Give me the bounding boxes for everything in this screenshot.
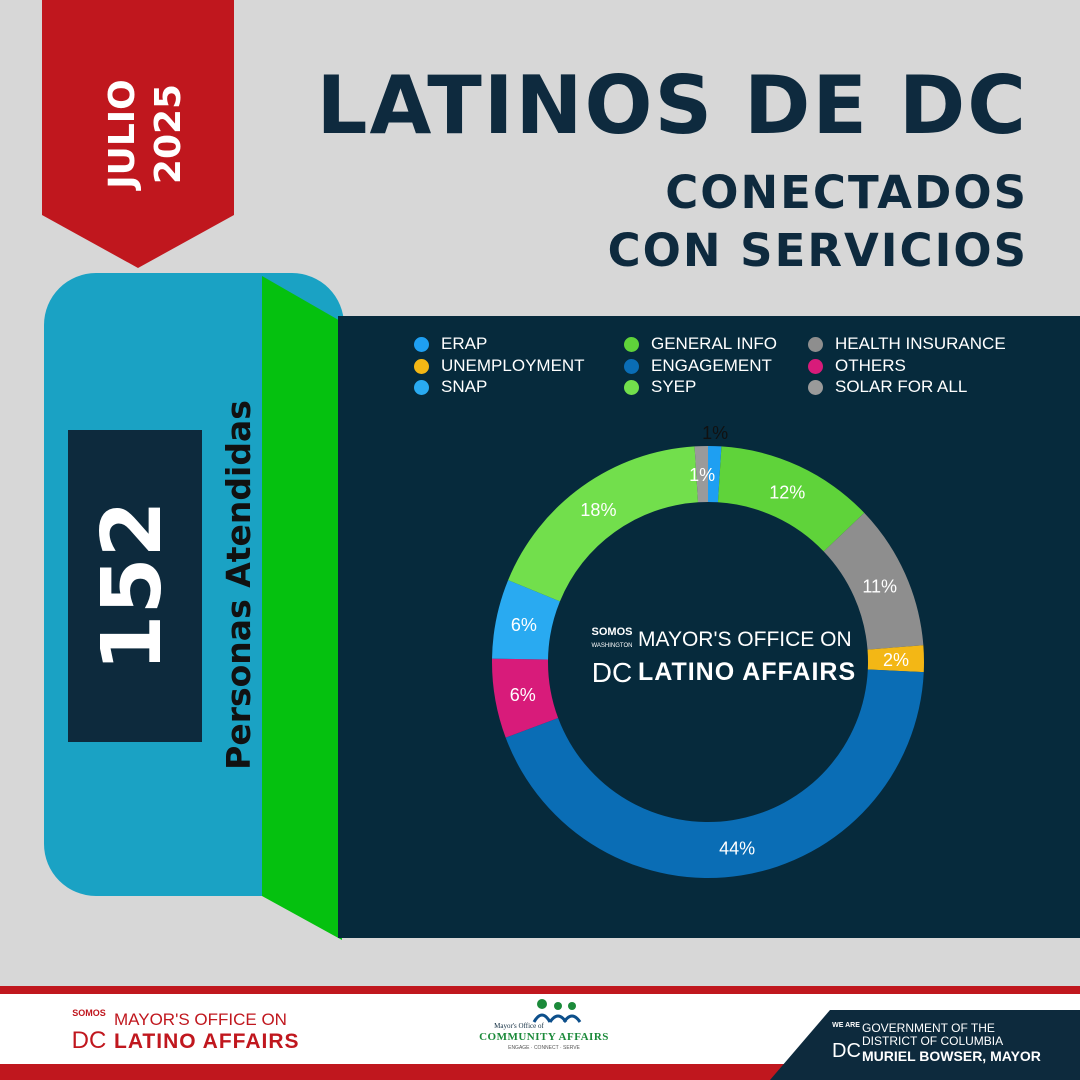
year-label: 2025	[148, 84, 189, 184]
count-number: 152	[85, 500, 180, 671]
donut-slice-unemployment	[867, 645, 924, 673]
legend-item-erap: ERAP	[414, 334, 487, 354]
legend-label: ENGAGEMENT	[651, 356, 772, 375]
footer-gov-logo: WE ARE DC GOVERNMENT OF THE DISTRICT OF …	[832, 1020, 1072, 1068]
legend-dot	[624, 379, 639, 395]
legend-dot	[808, 336, 823, 352]
legend-item-unemployment: UNEMPLOYMENT	[414, 356, 585, 376]
footer-gov-line2: DISTRICT OF COLUMBIA	[862, 1034, 1004, 1048]
date-ribbon	[42, 0, 234, 268]
donut-label-health-insurance: 11%	[862, 576, 897, 596]
donut-label-others: 6%	[510, 685, 536, 705]
donut-label-erap: 1%	[702, 423, 728, 443]
donut-label-solar-for-all: 1%	[689, 465, 715, 485]
legend-item-syep: SYEP	[624, 377, 696, 397]
legend-dot	[414, 336, 429, 352]
legend-item-solar-for-all: SOLAR FOR ALL	[808, 377, 967, 397]
donut-slice-syep	[508, 446, 699, 602]
date-label: JULIO 2025	[102, 79, 189, 192]
footer-gov-line1: GOVERNMENT OF THE	[862, 1021, 995, 1035]
donut-label-engagement: 44%	[719, 839, 755, 859]
donut-slice-engagement	[505, 669, 924, 878]
donut-slice-solar-for-all	[694, 446, 708, 503]
footer-molo-line2: LATINO AFFAIRS	[114, 1030, 300, 1053]
donut-chart: 1% 12% 11% 2% 44% 6% 6% 18% 1%	[492, 423, 924, 878]
donut-label-syep: 18%	[580, 500, 616, 520]
legend-dot	[414, 358, 429, 374]
people-icon	[532, 999, 582, 1023]
center-logo-line2: LATINO AFFAIRS	[638, 658, 857, 686]
legend-dot	[808, 379, 823, 395]
donut-slice-snap	[492, 580, 560, 660]
legend-item-health-insurance: HEALTH INSURANCE	[808, 334, 1006, 354]
donut-slice-others	[492, 658, 559, 738]
legend-dot	[808, 358, 823, 374]
dc-mark: DC	[71, 1027, 107, 1054]
footer-moca-logo: Mayor's Office of COMMUNITY AFFAIRS ENGA…	[474, 998, 614, 1058]
donut-label-general-info: 12%	[769, 483, 805, 503]
legend-item-general-info: GENERAL INFO	[624, 334, 777, 354]
donut-slice-erap	[708, 446, 722, 503]
dc-mark: DC	[832, 1040, 861, 1062]
page-subtitle-line2: CON SERVICIOS	[607, 224, 1028, 277]
footer-bottom-stripe	[0, 1064, 800, 1080]
page-subtitle-line1: CONECTADOS	[665, 166, 1028, 219]
chart-legend: ERAP GENERAL INFO HEALTH INSURANCE UNEMP…	[414, 334, 1034, 400]
donut-label-snap: 6%	[511, 615, 537, 635]
month-label: JULIO	[102, 79, 143, 192]
footer-moca-line2: COMMUNITY AFFAIRS	[479, 1031, 609, 1043]
legend-label: SNAP	[441, 377, 488, 396]
count-label: Personas Atendidas	[219, 400, 258, 770]
green-band	[262, 276, 342, 940]
svg-text:152: 152	[85, 500, 180, 671]
legend-label: SYEP	[651, 377, 697, 396]
page-title-block: LATINOS DE DC CONECTADOS CON SERVICIOS	[317, 58, 1028, 278]
donut-label-unemployment: 2%	[883, 650, 909, 670]
somos-wordmark: SOMOS WASHINGTON	[591, 626, 633, 649]
we-are-wordmark: WE ARE	[832, 1022, 860, 1029]
center-logo: SOMOS WASHINGTON DC MAYOR'S OFFICE ON LAT…	[588, 624, 855, 690]
legend-item-snap: SNAP	[414, 377, 487, 397]
legend-label: GENERAL INFO	[651, 334, 777, 353]
donut-slice-health-insurance	[823, 512, 924, 650]
legend-dot	[624, 358, 639, 374]
legend-item-others: OTHERS	[808, 356, 906, 376]
legend-label: SOLAR FOR ALL	[835, 377, 968, 396]
legend-label: OTHERS	[835, 356, 906, 375]
footer-gov-line3: MURIEL BOWSER, MAYOR	[862, 1048, 1041, 1064]
somos-wordmark: SOMOS	[72, 1008, 106, 1018]
legend-dot	[624, 336, 639, 352]
footer-navy-block	[770, 1010, 1080, 1080]
dc-mark: DC	[591, 657, 633, 688]
footer-moca-tagline: ENGAGE · CONNECT · SERVE	[508, 1045, 580, 1051]
legend-label: ERAP	[441, 334, 488, 353]
footer-molo-logo: SOMOS DC MAYOR'S OFFICE ON LATINO AFFAIR…	[70, 1006, 310, 1056]
footer-molo-line1: MAYOR'S OFFICE ON	[114, 1010, 287, 1029]
svg-text:Personas Atendidas: Personas Atendidas	[219, 400, 258, 770]
legend-label: HEALTH INSURANCE	[835, 334, 1006, 353]
count-box	[68, 430, 202, 742]
footer-moca-line1: Mayor's Office of	[494, 1022, 544, 1030]
donut-slice-general-info	[717, 446, 865, 552]
legend-item-engagement: ENGAGEMENT	[624, 356, 772, 376]
page-title: LATINOS DE DC	[316, 59, 1028, 152]
legend-dot	[414, 379, 429, 395]
center-logo-line1: MAYOR'S OFFICE ON	[638, 628, 852, 651]
legend-label: UNEMPLOYMENT	[441, 356, 585, 375]
footer-top-stripe	[0, 986, 1080, 994]
